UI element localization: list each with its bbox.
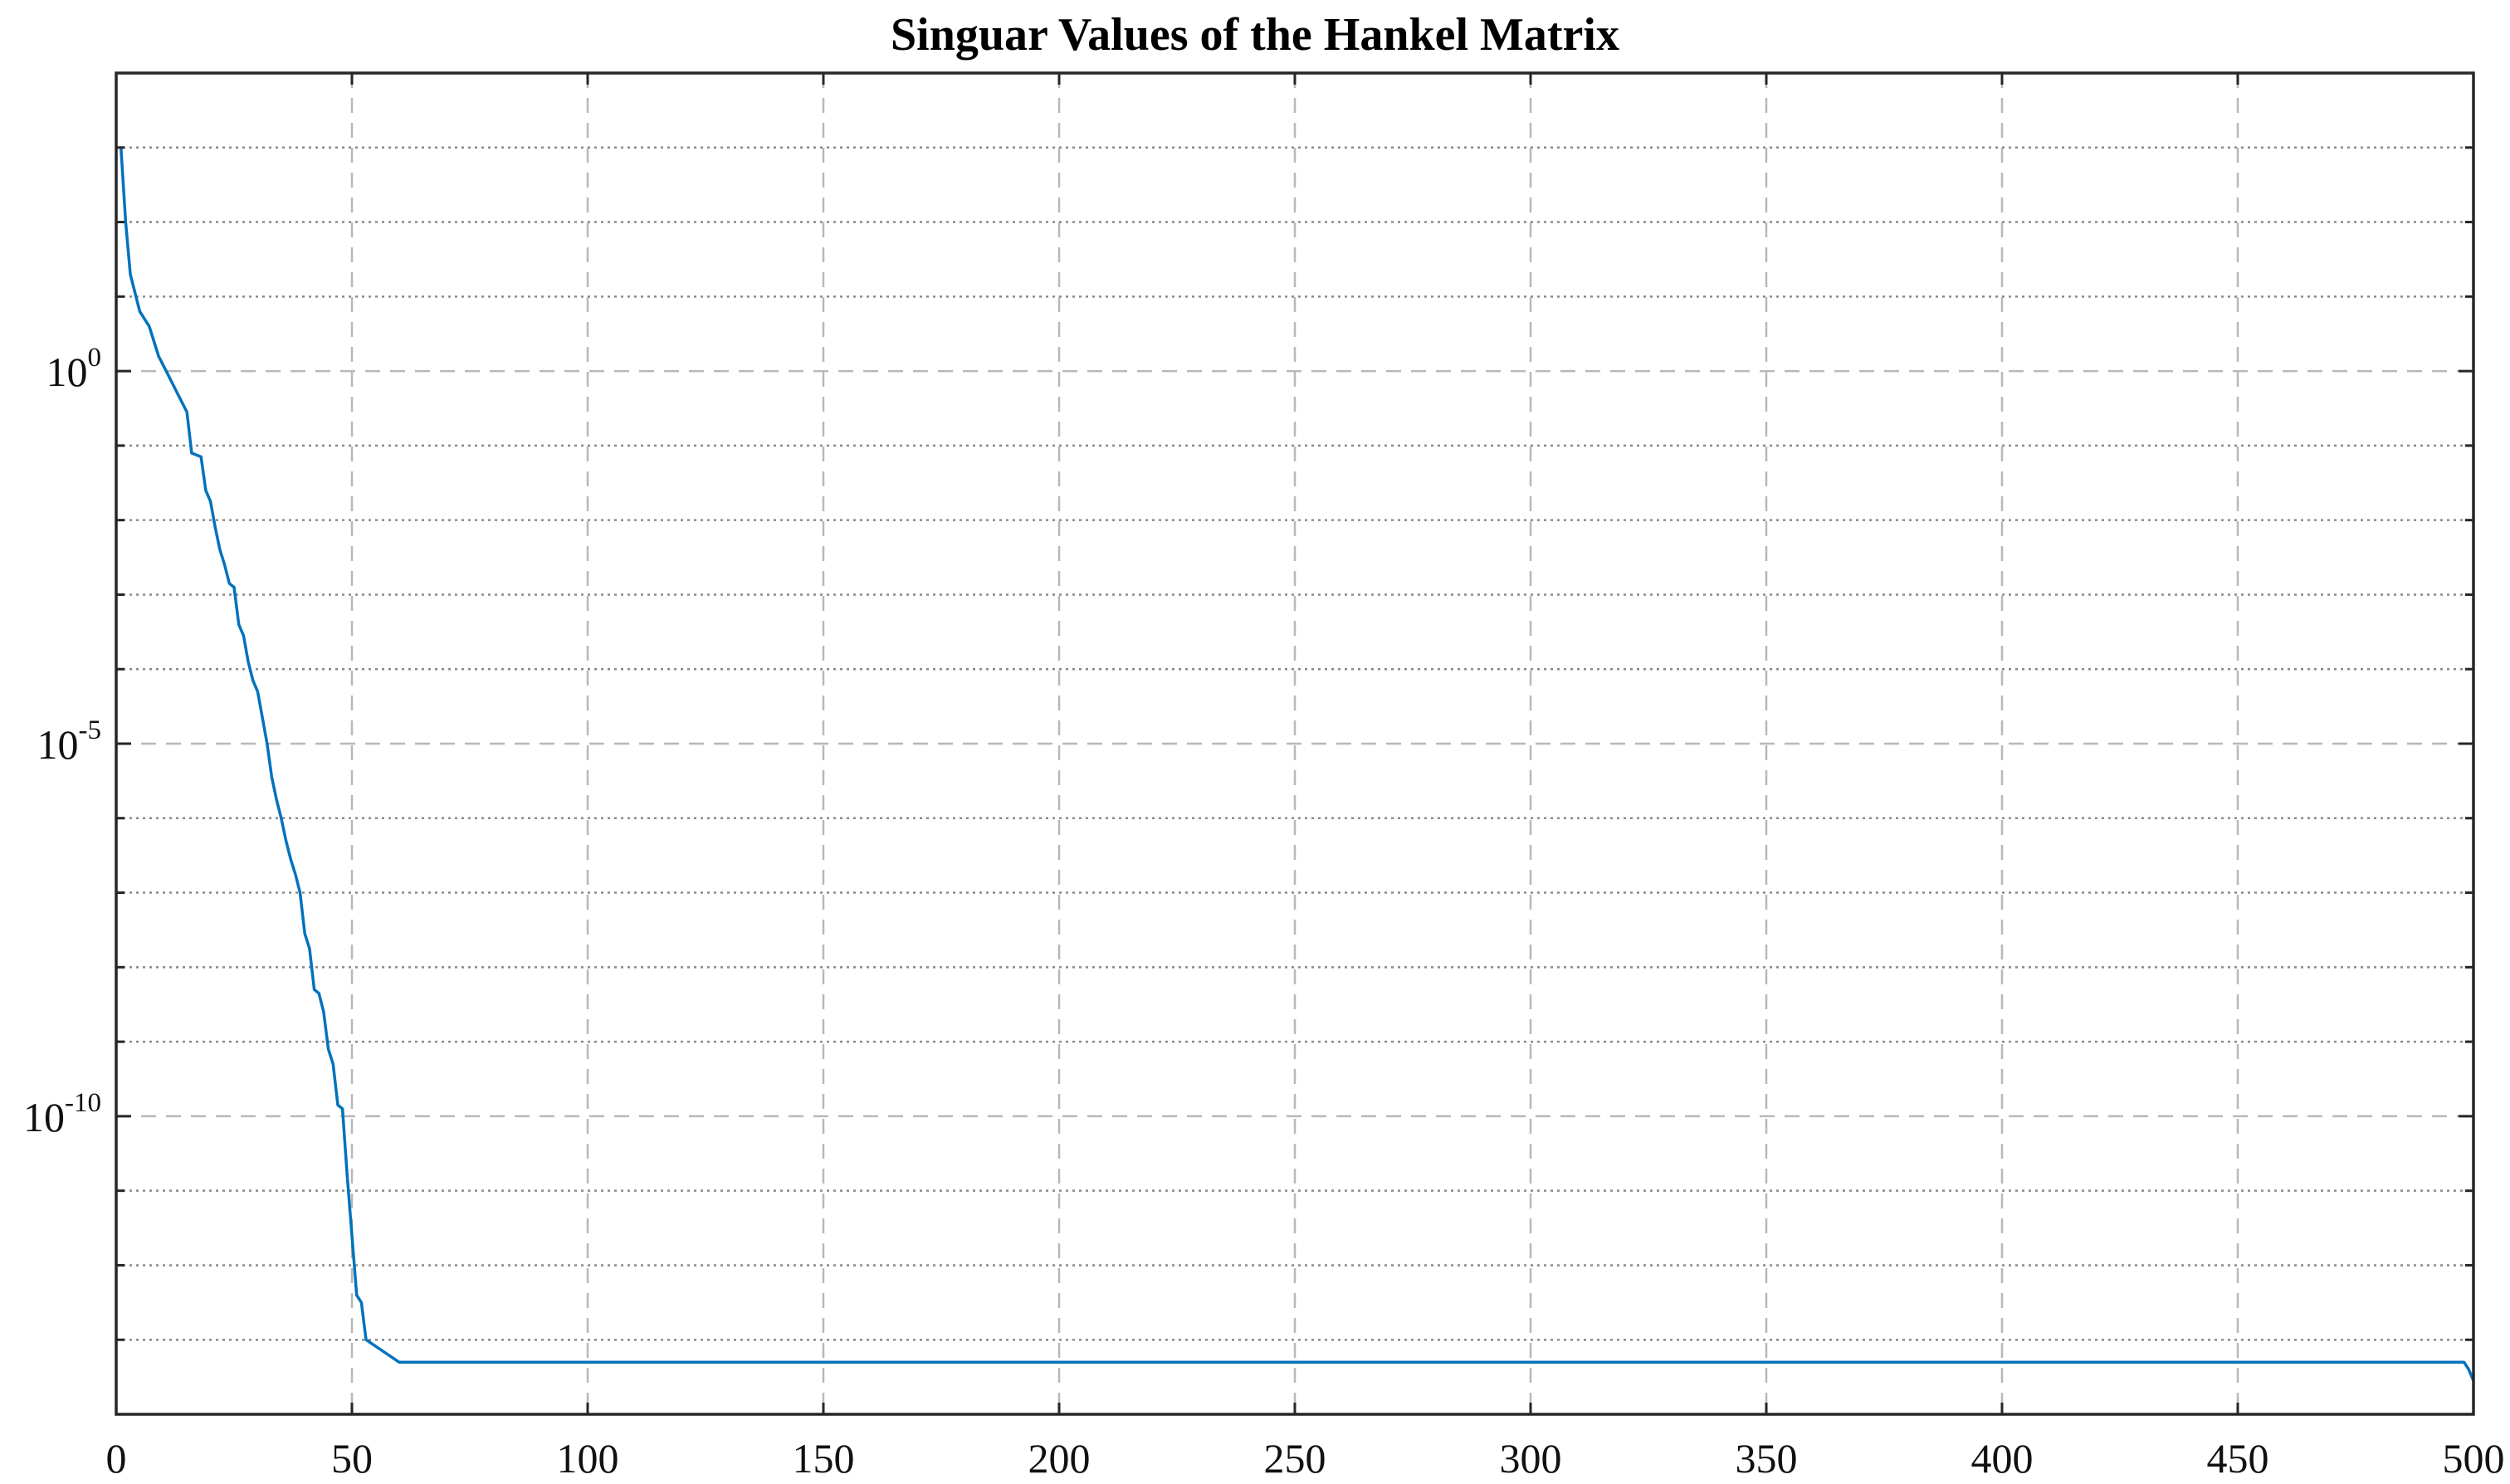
series-line-0 xyxy=(119,147,2475,1382)
x-tick-label-200: 200 xyxy=(1028,1435,1091,1482)
y-axis-tick-labels: 100 10-5 10-10 xyxy=(23,343,101,1140)
x-tick-label-150: 150 xyxy=(793,1435,855,1482)
x-tick-label-100: 100 xyxy=(557,1435,619,1482)
x-tick-label-250: 250 xyxy=(1264,1435,1326,1482)
x-tick-label-350: 350 xyxy=(1736,1435,1798,1482)
y-tick-label-0: 100 xyxy=(46,343,102,395)
chart-title: Singuar Values of the Hankel Matrix xyxy=(891,9,1619,61)
y-tick-label--5: 10-5 xyxy=(37,715,102,768)
x-tick-label-50: 50 xyxy=(331,1435,373,1482)
y-tick-label--10: 10-10 xyxy=(23,1088,101,1140)
x-tick-label-400: 400 xyxy=(1971,1435,2034,1482)
x-tick-label-0: 0 xyxy=(106,1435,127,1482)
x-axis-tick-labels: 0 50 100 150 200 250 300 350 400 450 500 xyxy=(106,1435,2505,1482)
x-tick-label-500: 500 xyxy=(2443,1435,2505,1482)
grid xyxy=(116,73,2473,1414)
series-layer xyxy=(119,147,2475,1382)
axis-ticks xyxy=(115,73,2475,1414)
x-tick-label-300: 300 xyxy=(1500,1435,1562,1482)
x-tick-label-450: 450 xyxy=(2207,1435,2269,1482)
